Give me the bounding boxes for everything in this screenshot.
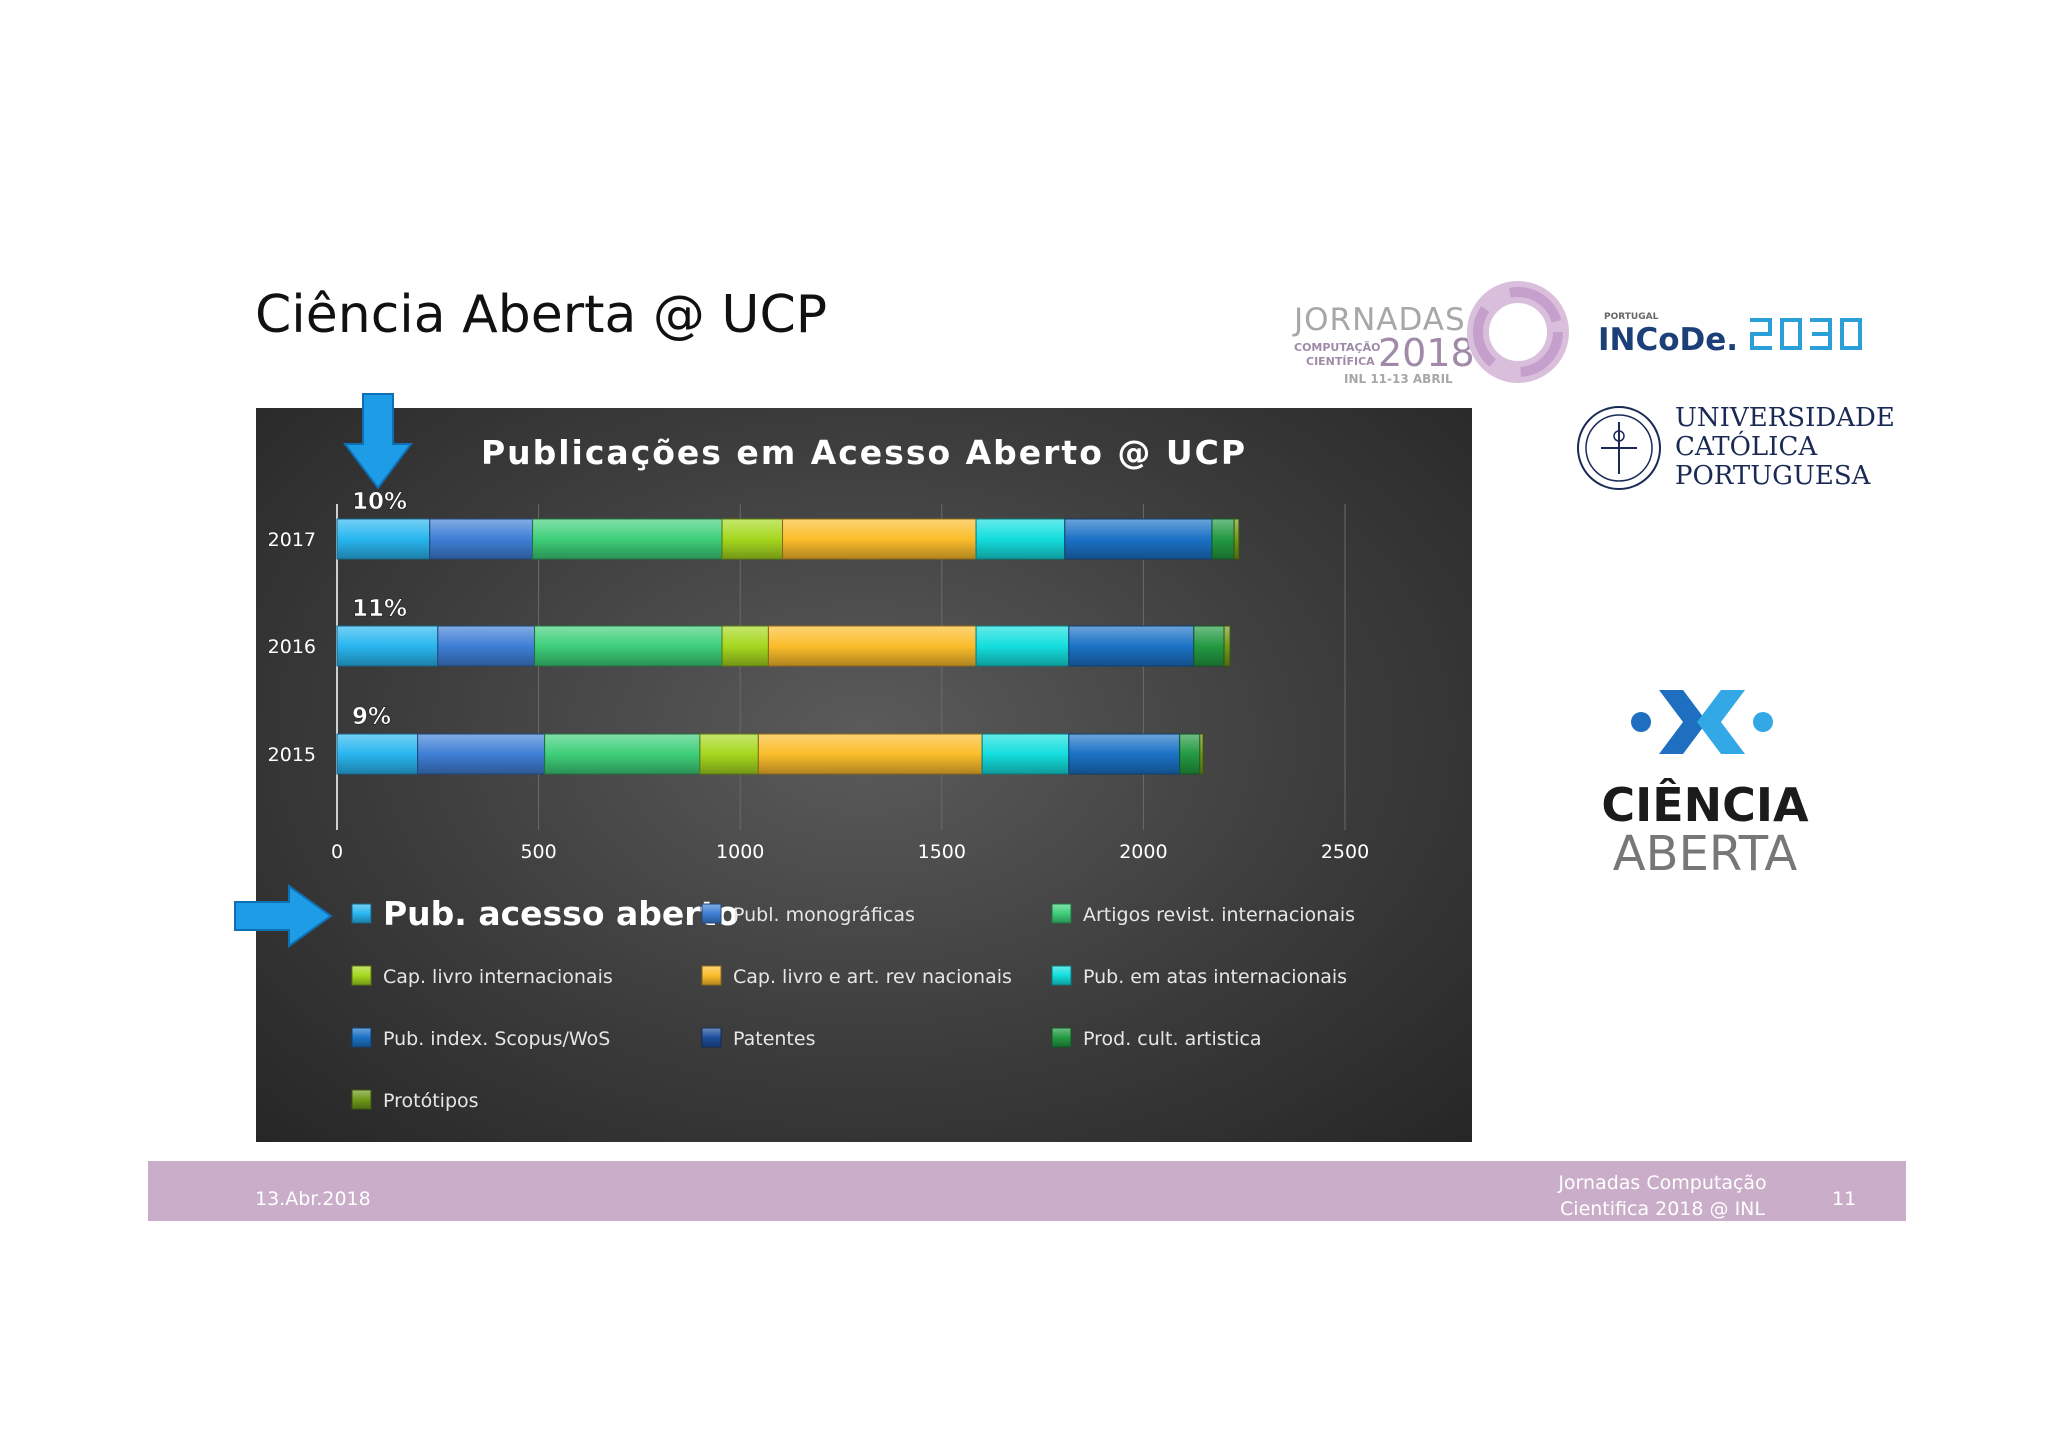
legend-swatch bbox=[1051, 1027, 1072, 1048]
bar-segment bbox=[1193, 625, 1225, 667]
footer-event: Jornadas Computação Cientifica 2018 @ IN… bbox=[1530, 1170, 1795, 1222]
x-tick-label: 2000 bbox=[1119, 841, 1167, 863]
bar-annotation: 9% bbox=[352, 704, 391, 730]
footer-bar bbox=[148, 1161, 1906, 1221]
bar-segment bbox=[532, 518, 723, 560]
ucp-seal-icon bbox=[1577, 406, 1661, 490]
slide-title: Ciência Aberta @ UCP bbox=[255, 285, 828, 345]
jornadas-logo-sub1: COMPUTAÇÃO bbox=[1294, 341, 1381, 354]
incode-2030-dots-icon bbox=[1750, 318, 1862, 350]
ucp-line1: UNIVERSIDADE bbox=[1675, 403, 1895, 433]
bar-segment bbox=[336, 625, 439, 667]
footer-date: 13.Abr.2018 bbox=[255, 1188, 371, 1210]
ciencia-aberta-logo: CIÊNCIA ABERTA bbox=[1585, 680, 1825, 882]
right-arrow-icon bbox=[234, 884, 333, 948]
legend-swatch bbox=[701, 965, 722, 986]
incode-logo-small: PORTUGAL bbox=[1604, 312, 1659, 322]
legend-swatch bbox=[701, 1027, 722, 1048]
x-tick-label: 1500 bbox=[918, 841, 966, 863]
ciencia-aberta-word1: CIÊNCIA bbox=[1601, 778, 1809, 832]
chart-svg: Publicações em Acesso Aberto @ UCP 0 500 1… bbox=[268, 433, 1370, 1112]
page-number: 11 bbox=[1832, 1188, 1857, 1210]
bar-segment bbox=[1233, 518, 1240, 560]
x-tick-label: 0 bbox=[331, 841, 343, 863]
legend-label: Patentes bbox=[733, 1028, 815, 1050]
bar-segment bbox=[757, 733, 983, 775]
legend-swatch bbox=[701, 903, 722, 924]
jornadas-logo-sub2: CIENTÍFICA bbox=[1306, 355, 1375, 368]
y-tick-label: 2017 bbox=[268, 529, 316, 551]
footer-event-line1: Jornadas Computação bbox=[1558, 1172, 1767, 1194]
jornadas-logo-year: 2018 bbox=[1378, 331, 1475, 375]
labels-layer: 2017 10% 2016 11% 2015 9% bbox=[268, 489, 408, 766]
legend-label: Publ. monográficas bbox=[733, 904, 915, 926]
legend-label: Cap. livro internacionais bbox=[383, 966, 613, 988]
legend-label: Pub. index. Scopus/WoS bbox=[383, 1028, 610, 1050]
bar-segment bbox=[1064, 518, 1213, 560]
bar-segment bbox=[1068, 625, 1195, 667]
ciencia-aberta-mark-icon bbox=[1631, 690, 1773, 754]
legend-label: Prod. cult. artistica bbox=[1083, 1028, 1261, 1050]
y-tick-label: 2015 bbox=[268, 744, 316, 766]
x-tick-label: 500 bbox=[520, 841, 556, 863]
bars-layer bbox=[336, 518, 1240, 775]
bar-segment bbox=[721, 518, 784, 560]
bar-segment bbox=[975, 518, 1066, 560]
bar-segment bbox=[417, 733, 546, 775]
legend-label: Pub. acesso aberto bbox=[383, 894, 739, 933]
footer-event-line2: Cientifica 2018 @ INL bbox=[1560, 1198, 1765, 1220]
legend-swatch bbox=[351, 903, 372, 924]
y-tick-label: 2016 bbox=[268, 636, 316, 658]
chart-panel: Publicações em Acesso Aberto @ UCP 0 500 1… bbox=[256, 408, 1472, 1142]
incode-logo: PORTUGAL INCoDe. bbox=[1588, 308, 1868, 358]
ucp-logo-text: UNIVERSIDADE CATÓLICA PORTUGUESA bbox=[1675, 404, 1895, 491]
jornadas-logo-title: JORNADAS bbox=[1294, 302, 1466, 338]
bar-segment bbox=[721, 625, 769, 667]
bar-segment bbox=[336, 518, 431, 560]
down-arrow-icon bbox=[343, 393, 413, 490]
legend-swatch bbox=[351, 965, 372, 986]
chart-title: Publicações em Acesso Aberto @ UCP bbox=[481, 433, 1247, 472]
ucp-line2: CATÓLICA bbox=[1675, 432, 1818, 462]
bar-segment bbox=[975, 625, 1070, 667]
bar-segment bbox=[1179, 733, 1201, 775]
legend-label: Artigos revist. internacionais bbox=[1083, 904, 1355, 926]
legend-swatch bbox=[1051, 965, 1072, 986]
bar-segment bbox=[437, 625, 536, 667]
legend-label: Cap. livro e art. rev nacionais bbox=[733, 966, 1012, 988]
incode-logo-main: INCoDe. bbox=[1598, 322, 1739, 358]
bar-segment bbox=[767, 625, 977, 667]
jornadas-logo: JORNADAS COMPUTAÇÃO CIENTÍFICA 2018 INL … bbox=[1292, 272, 1592, 392]
bar-segment bbox=[782, 518, 977, 560]
x-tick-label: 2500 bbox=[1321, 841, 1369, 863]
legend-swatch bbox=[351, 1089, 372, 1110]
legend-swatch bbox=[1051, 903, 1072, 924]
ucp-logo: UNIVERSIDADE CATÓLICA PORTUGUESA bbox=[1575, 400, 1895, 492]
jornadas-logo-date: INL 11-13 ABRIL bbox=[1344, 372, 1453, 386]
bar-segment bbox=[699, 733, 759, 775]
bar-segment bbox=[429, 518, 534, 560]
bar-segment bbox=[336, 733, 419, 775]
bar-segment bbox=[1199, 733, 1204, 775]
bar-segment bbox=[1223, 625, 1231, 667]
bar-segment bbox=[1068, 733, 1181, 775]
x-tick-label: 1000 bbox=[716, 841, 764, 863]
jornadas-ring-icon bbox=[1467, 281, 1569, 383]
bar-segment bbox=[534, 625, 723, 667]
legend-swatch bbox=[351, 1027, 372, 1048]
legend-label: Protótipos bbox=[383, 1090, 479, 1112]
legend-label: Pub. em atas internacionais bbox=[1083, 966, 1347, 988]
bar-annotation: 11% bbox=[352, 596, 407, 622]
bar-segment bbox=[544, 733, 701, 775]
bar-annotation: 10% bbox=[352, 489, 407, 515]
bar-segment bbox=[1211, 518, 1235, 560]
bar-segment bbox=[981, 733, 1070, 775]
ucp-line3: PORTUGUESA bbox=[1675, 461, 1871, 491]
ciencia-aberta-word2: ABERTA bbox=[1612, 826, 1798, 882]
